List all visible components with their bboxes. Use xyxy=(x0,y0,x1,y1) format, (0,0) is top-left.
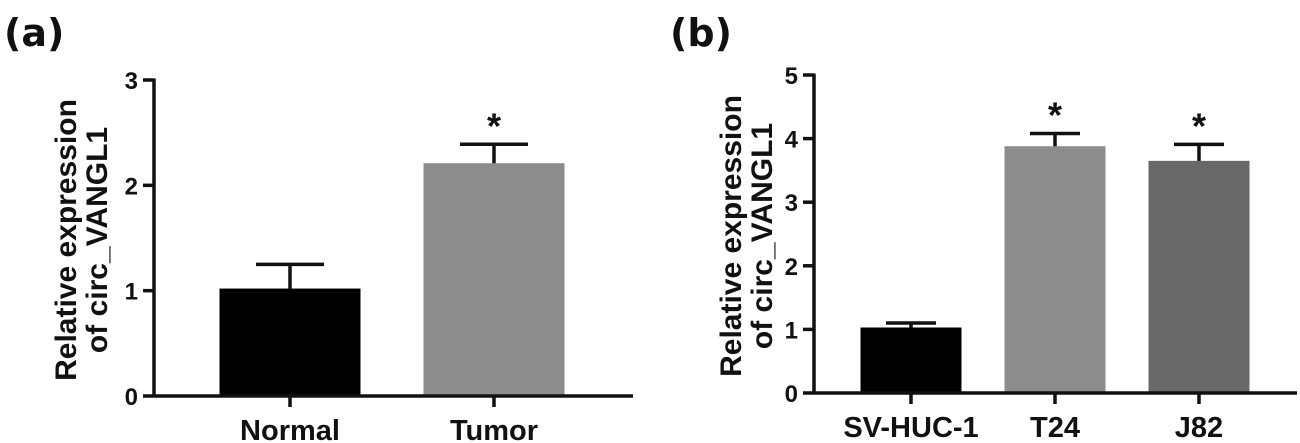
panel-letter: (b) xyxy=(670,11,732,55)
y-tick-label: 1 xyxy=(785,317,798,344)
bar-tumor xyxy=(423,163,565,396)
y-tick-label: 2 xyxy=(785,254,798,281)
y-axis-label: of circ_VANGL1 xyxy=(746,123,779,349)
y-tick-label: 0 xyxy=(785,381,798,408)
x-tick-label: J82 xyxy=(1175,412,1223,443)
y-tick-label: 3 xyxy=(125,68,138,95)
y-axis-label: of circ_VANGL1 xyxy=(81,127,114,353)
y-tick-label: 3 xyxy=(785,190,798,217)
y-axis-label: Relative expression xyxy=(715,95,748,377)
x-tick-label: T24 xyxy=(1030,412,1080,443)
y-tick-label: 1 xyxy=(125,279,138,306)
bar-t24 xyxy=(1004,146,1106,393)
bar-normal xyxy=(219,288,361,396)
y-tick-label: 4 xyxy=(785,127,799,154)
x-tick-label: SV-HUC-1 xyxy=(843,412,978,443)
y-axis-label: Relative expression xyxy=(50,99,83,381)
x-tick-label: Tumor xyxy=(450,415,538,443)
x-tick-label: Normal xyxy=(240,415,340,443)
bar-sv-huc-1 xyxy=(860,327,962,393)
y-tick-label: 2 xyxy=(125,173,138,200)
significance-asterisk: * xyxy=(1192,105,1206,146)
bar-j82 xyxy=(1148,160,1250,393)
y-tick-label: 0 xyxy=(125,384,138,411)
panel-letter: (a) xyxy=(4,11,64,55)
significance-asterisk: * xyxy=(1048,95,1062,136)
y-tick-label: 5 xyxy=(785,63,798,90)
significance-asterisk: * xyxy=(487,105,501,146)
